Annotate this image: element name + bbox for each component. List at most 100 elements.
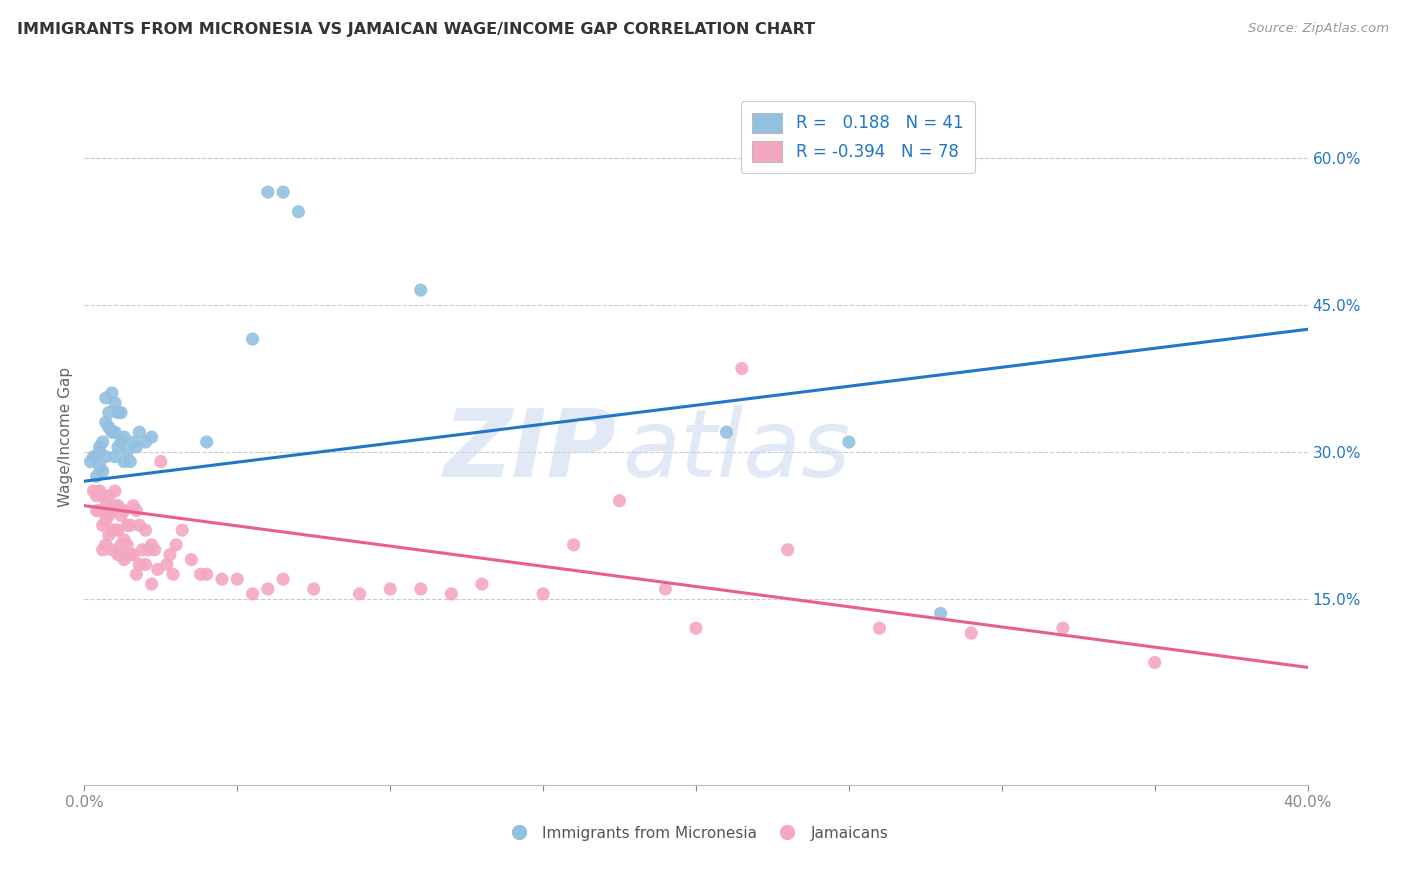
Point	[120, 518, 142, 533]
Point	[716, 425, 738, 440]
Point	[79, 454, 101, 468]
Point	[101, 542, 124, 557]
Point	[122, 499, 145, 513]
Point	[112, 430, 135, 444]
Point	[654, 582, 676, 596]
Point	[929, 607, 952, 621]
Point	[83, 450, 105, 464]
Point	[128, 518, 150, 533]
Point	[409, 283, 432, 297]
Point	[156, 558, 179, 572]
Point	[107, 523, 129, 537]
Point	[86, 503, 108, 517]
Point	[101, 523, 124, 537]
Point	[120, 454, 142, 468]
Point	[107, 499, 129, 513]
Point	[135, 434, 157, 449]
Point	[271, 185, 294, 199]
Point	[104, 450, 127, 464]
Point	[91, 518, 114, 533]
Point	[159, 548, 181, 562]
Point	[685, 621, 707, 635]
Point	[776, 542, 799, 557]
Point	[122, 548, 145, 562]
Point	[190, 567, 212, 582]
Point	[609, 493, 631, 508]
Point	[125, 567, 148, 582]
Point	[1143, 656, 1166, 670]
Point	[91, 434, 114, 449]
Point	[115, 518, 138, 533]
Point	[165, 538, 187, 552]
Point	[89, 503, 111, 517]
Point	[380, 582, 402, 596]
Point	[97, 508, 120, 523]
Y-axis label: Wage/Income Gap: Wage/Income Gap	[58, 367, 73, 508]
Point	[257, 582, 280, 596]
Point	[110, 434, 132, 449]
Point	[101, 386, 124, 401]
Point	[104, 523, 127, 537]
Point	[104, 425, 127, 440]
Text: atlas: atlas	[623, 406, 851, 497]
Point	[97, 489, 120, 503]
Point	[91, 542, 114, 557]
Point	[86, 469, 108, 483]
Text: ZIP: ZIP	[443, 405, 616, 497]
Point	[91, 464, 114, 478]
Point	[349, 587, 371, 601]
Point	[195, 434, 218, 449]
Point	[94, 416, 117, 430]
Point	[89, 459, 111, 474]
Point	[94, 450, 117, 464]
Point	[135, 523, 157, 537]
Point	[731, 361, 754, 376]
Point	[110, 508, 132, 523]
Point	[110, 548, 132, 562]
Point	[120, 548, 142, 562]
Point	[242, 332, 264, 346]
Point	[86, 450, 108, 464]
Point	[104, 483, 127, 498]
Point	[122, 434, 145, 449]
Point	[125, 440, 148, 454]
Point	[531, 587, 554, 601]
Point	[271, 572, 294, 586]
Point	[128, 425, 150, 440]
Point	[104, 499, 127, 513]
Point	[409, 582, 432, 596]
Point	[211, 572, 233, 586]
Point	[138, 542, 160, 557]
Point	[180, 552, 202, 566]
Point	[97, 420, 120, 434]
Point	[440, 587, 463, 601]
Point	[86, 489, 108, 503]
Point	[135, 558, 157, 572]
Point	[89, 440, 111, 454]
Point	[112, 552, 135, 566]
Point	[94, 391, 117, 405]
Point	[172, 523, 194, 537]
Point	[287, 204, 309, 219]
Point	[101, 503, 124, 517]
Point	[226, 572, 249, 586]
Point	[131, 542, 153, 557]
Point	[195, 567, 218, 582]
Point	[83, 483, 105, 498]
Point	[146, 562, 169, 576]
Point	[115, 538, 138, 552]
Point	[143, 542, 166, 557]
Point	[89, 483, 111, 498]
Point	[302, 582, 325, 596]
Point	[1052, 621, 1074, 635]
Point	[112, 454, 135, 468]
Point	[107, 406, 129, 420]
Point	[162, 567, 184, 582]
Point	[562, 538, 585, 552]
Point	[97, 528, 120, 542]
Point	[104, 396, 127, 410]
Point	[94, 513, 117, 527]
Point	[149, 454, 172, 468]
Point	[115, 444, 138, 458]
Point	[141, 577, 163, 591]
